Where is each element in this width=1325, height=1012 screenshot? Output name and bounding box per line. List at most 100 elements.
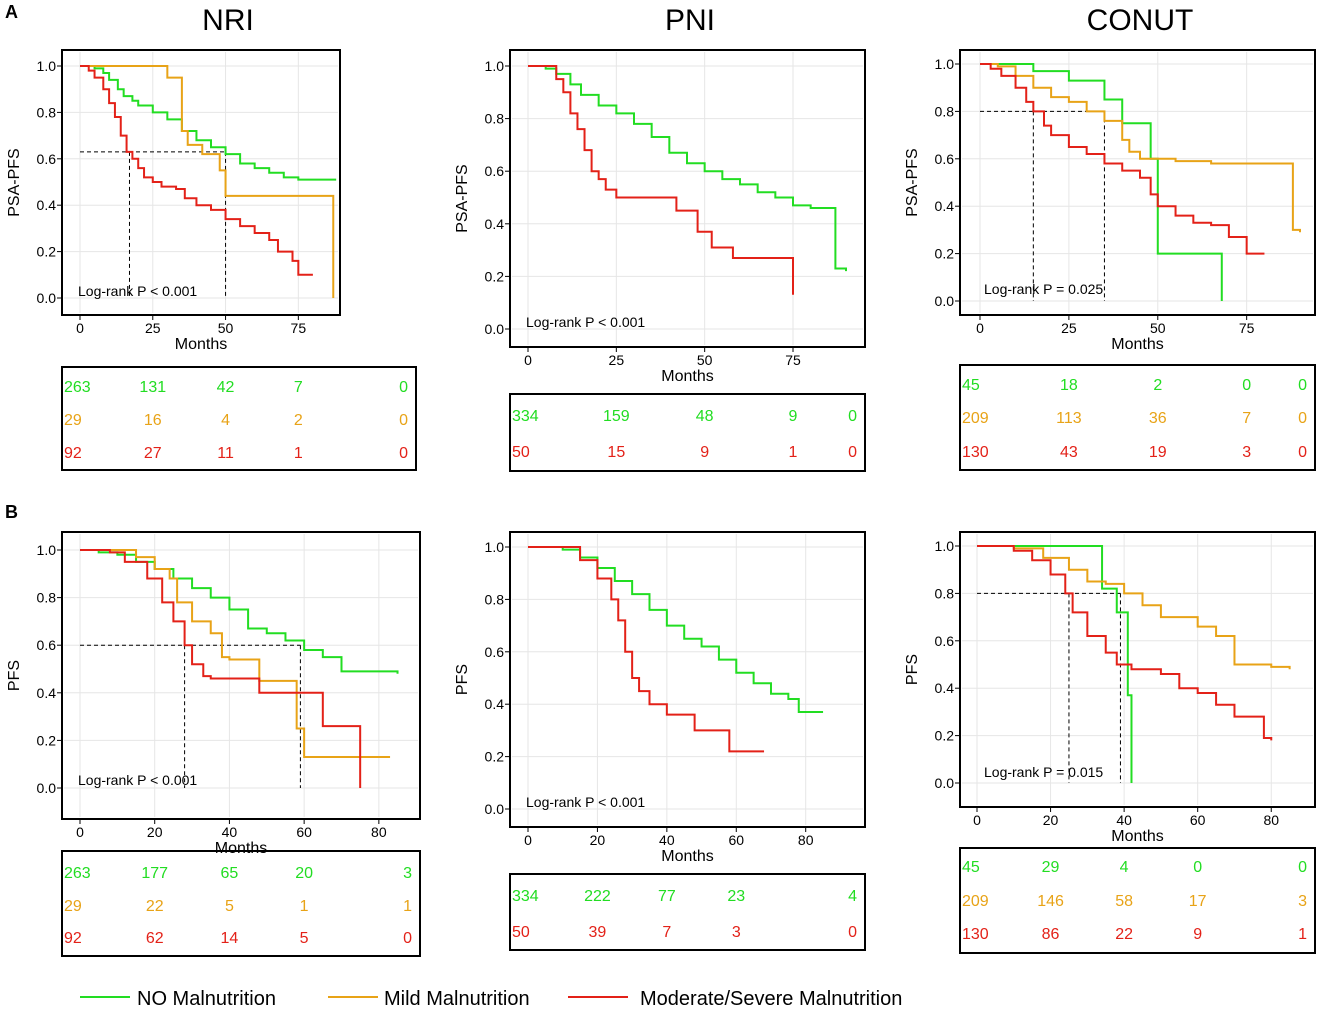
series-line-severe (80, 65, 313, 276)
series-line-no (980, 63, 1223, 301)
risk-count-no: 222 (584, 888, 611, 905)
y-tick-label: 1.0 (485, 58, 505, 74)
risk-count-no: 9 (789, 408, 798, 425)
legend: NO Malnutrition Mild Malnutrition Modera… (80, 988, 902, 1010)
risk-count-no: 3 (403, 865, 412, 882)
legend-label-mild: Mild Malnutrition (384, 988, 530, 1010)
risk-count-severe: 7 (662, 924, 671, 941)
y-tick-label: 0.4 (37, 685, 57, 701)
risk-count-severe: 5 (300, 930, 309, 947)
y-tick-label: 0.6 (485, 163, 505, 179)
risk-count-severe: 0 (399, 445, 408, 462)
risk-count-mild: 58 (1115, 893, 1133, 910)
risk-count-no: 131 (139, 379, 166, 396)
y-tick-label: 0.6 (935, 633, 955, 649)
y-tick-label: 0.0 (37, 290, 57, 306)
plot-frame (959, 49, 1316, 316)
series-line-no (977, 545, 1133, 783)
column-title-conut: CONUT (1087, 4, 1194, 37)
risk-count-mild: 113 (1056, 410, 1082, 427)
km-panel-b-nri: 0 20 40 60 80 0.0 0.2 0.4 0.6 0.8 1.0 Months PFS Log-… (6, 531, 421, 957)
risk-count-no: 334 (512, 888, 539, 905)
y-tick-label: 1.0 (935, 56, 955, 72)
y-tick-label: 0.6 (485, 644, 505, 660)
y-tick-label: 0.8 (37, 104, 57, 120)
pvalue-text: Log-rank P = 0.025 (984, 281, 1103, 297)
pvalue-text: Log-rank P < 0.001 (78, 283, 197, 299)
risk-count-mild: 1 (403, 898, 412, 915)
series-line-mild (980, 63, 1301, 233)
y-tick-label: 0.8 (935, 585, 955, 601)
risk-count-mild: 7 (1242, 410, 1251, 427)
risk-count-no: 45 (962, 377, 980, 394)
x-tick-label: 75 (1239, 320, 1255, 336)
risk-count-mild: 17 (1189, 893, 1207, 910)
pvalue-text: Log-rank P < 0.001 (526, 794, 645, 810)
y-tick-label: 0.0 (37, 780, 57, 796)
risk-count-severe: 92 (64, 445, 82, 462)
y-axis-label: PSA-PFS (454, 164, 471, 232)
x-tick-label: 0 (524, 352, 532, 368)
risk-count-no: 263 (64, 865, 91, 882)
risk-table-frame (509, 873, 866, 951)
risk-count-no: 0 (1298, 377, 1307, 394)
risk-count-no: 263 (64, 379, 91, 396)
risk-count-severe: 22 (1115, 926, 1133, 943)
km-panel-b-pni: 0 20 40 60 800.00.20.40.60.81.0MonthsPFSLog-… (454, 531, 866, 951)
y-tick-label: 0.6 (37, 637, 57, 653)
x-tick-label: 25 (145, 320, 161, 336)
x-axis-label: Months (215, 840, 267, 857)
risk-count-severe: 0 (403, 930, 412, 947)
x-tick-label: 50 (697, 352, 713, 368)
series-line-severe (528, 65, 794, 295)
risk-count-mild: 1 (300, 898, 309, 915)
risk-table-frame (509, 393, 866, 472)
km-panel-a-pni: 0 25 50 75 0.0 0.2 0.4 0.6 0.8 1.0 Months PSA-PFS Lo… (454, 49, 866, 472)
x-tick-label: 20 (147, 824, 163, 840)
y-tick-label: 0.0 (935, 775, 955, 791)
y-tick-label: 0.8 (485, 111, 505, 127)
risk-count-severe: 1 (1298, 926, 1307, 943)
y-tick-label: 0.2 (37, 732, 57, 748)
plot-frame (959, 531, 1316, 808)
y-tick-label: 0.2 (485, 749, 505, 765)
risk-count-mild: 0 (1298, 410, 1307, 427)
risk-count-mild: 4 (221, 412, 230, 429)
risk-count-mild: 29 (64, 412, 82, 429)
y-tick-label: 0.2 (485, 268, 505, 284)
x-tick-label: 0 (973, 812, 981, 828)
y-tick-label: 0.8 (485, 591, 505, 607)
y-tick-label: 0.0 (485, 801, 505, 817)
y-tick-label: 0.2 (37, 244, 57, 260)
y-tick-label: 1.0 (37, 542, 57, 558)
risk-count-no: 0 (1193, 859, 1202, 876)
risk-count-mild: 2 (294, 412, 303, 429)
x-axis-label: Months (175, 336, 227, 353)
risk-count-no: 159 (603, 408, 630, 425)
y-axis-label: PFS (6, 660, 23, 691)
x-tick-label: 60 (296, 824, 312, 840)
legend-label-no: NO Malnutrition (137, 988, 276, 1010)
risk-count-severe: 15 (607, 444, 625, 461)
risk-table-frame (959, 847, 1316, 954)
series-line-no (528, 546, 824, 714)
pvalue-text: Log-rank P < 0.001 (78, 772, 197, 788)
series-line-mild (80, 65, 335, 298)
y-tick-label: 0.0 (485, 321, 505, 337)
plot-frame (61, 49, 341, 316)
x-tick-label: 60 (728, 832, 744, 848)
risk-count-severe: 11 (217, 445, 234, 462)
risk-count-no: 42 (217, 379, 235, 396)
y-tick-label: 0.4 (485, 216, 505, 232)
x-tick-label: 0 (76, 824, 84, 840)
plot-frame (509, 49, 866, 348)
risk-count-severe: 3 (732, 924, 741, 941)
y-tick-label: 0.8 (37, 590, 57, 606)
risk-count-no: 45 (962, 859, 980, 876)
risk-table-frame (61, 850, 421, 957)
y-tick-label: 0.4 (37, 197, 57, 213)
risk-count-mild: 209 (962, 893, 989, 910)
risk-count-severe: 130 (962, 444, 989, 461)
risk-count-severe: 62 (146, 930, 164, 947)
